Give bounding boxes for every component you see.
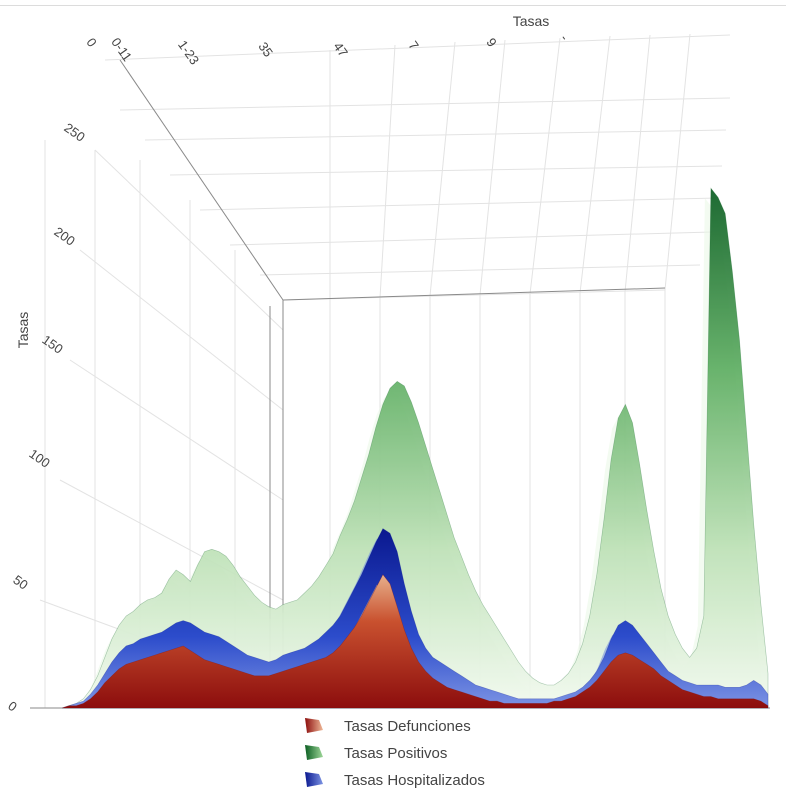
top-divider (0, 5, 786, 6)
y-tick-label: 150 (39, 332, 65, 357)
x-axis-title: Tasas (513, 13, 550, 29)
y-tick-label: 250 (61, 120, 87, 145)
y-tick-label: 50 (10, 572, 30, 593)
tasas-defunciones-surface[interactable] (61, 574, 769, 709)
x-tick-label: 9 (483, 35, 499, 50)
x-tick-label: 47 (330, 39, 351, 59)
legend-label: Tasas Positivos (344, 745, 447, 762)
legend-item[interactable]: Tasas Defunciones (305, 718, 471, 735)
x-tick-label: 35 (255, 39, 276, 59)
y-tick-label: 200 (51, 224, 77, 249)
y-axis-title: Tasas (15, 312, 31, 349)
y-tick-label: 0 (5, 698, 20, 714)
y-tick-label: 100 (26, 446, 52, 471)
legend-label: Tasas Hospitalizados (344, 772, 485, 789)
red-surface-swatch-icon (305, 718, 323, 733)
tasas-hospitalizados-surface[interactable] (61, 528, 769, 709)
blue-surface-swatch-icon (305, 772, 323, 787)
x-tick-label: 1-23 (175, 37, 202, 67)
legend-item[interactable]: Tasas Hospitalizados (305, 772, 485, 789)
series-surfaces[interactable] (56, 187, 769, 709)
y-axis-ticks: 0 50 100 150 200 250 (5, 120, 87, 715)
x-tick-label: 0 (83, 35, 99, 50)
tasas-positivos-surface[interactable] (61, 187, 769, 709)
green-surface-swatch-icon (305, 745, 323, 760)
legend-label: Tasas Defunciones (344, 718, 471, 735)
legend-item[interactable]: Tasas Positivos (305, 745, 447, 762)
legend[interactable]: Tasas Defunciones Tasas Positivos Tasas Ho… (305, 718, 485, 789)
x-tick-label: 7 (405, 38, 421, 53)
x-axis-ticks: 0 0-11 1-23 35 47 7 9- (83, 31, 572, 67)
